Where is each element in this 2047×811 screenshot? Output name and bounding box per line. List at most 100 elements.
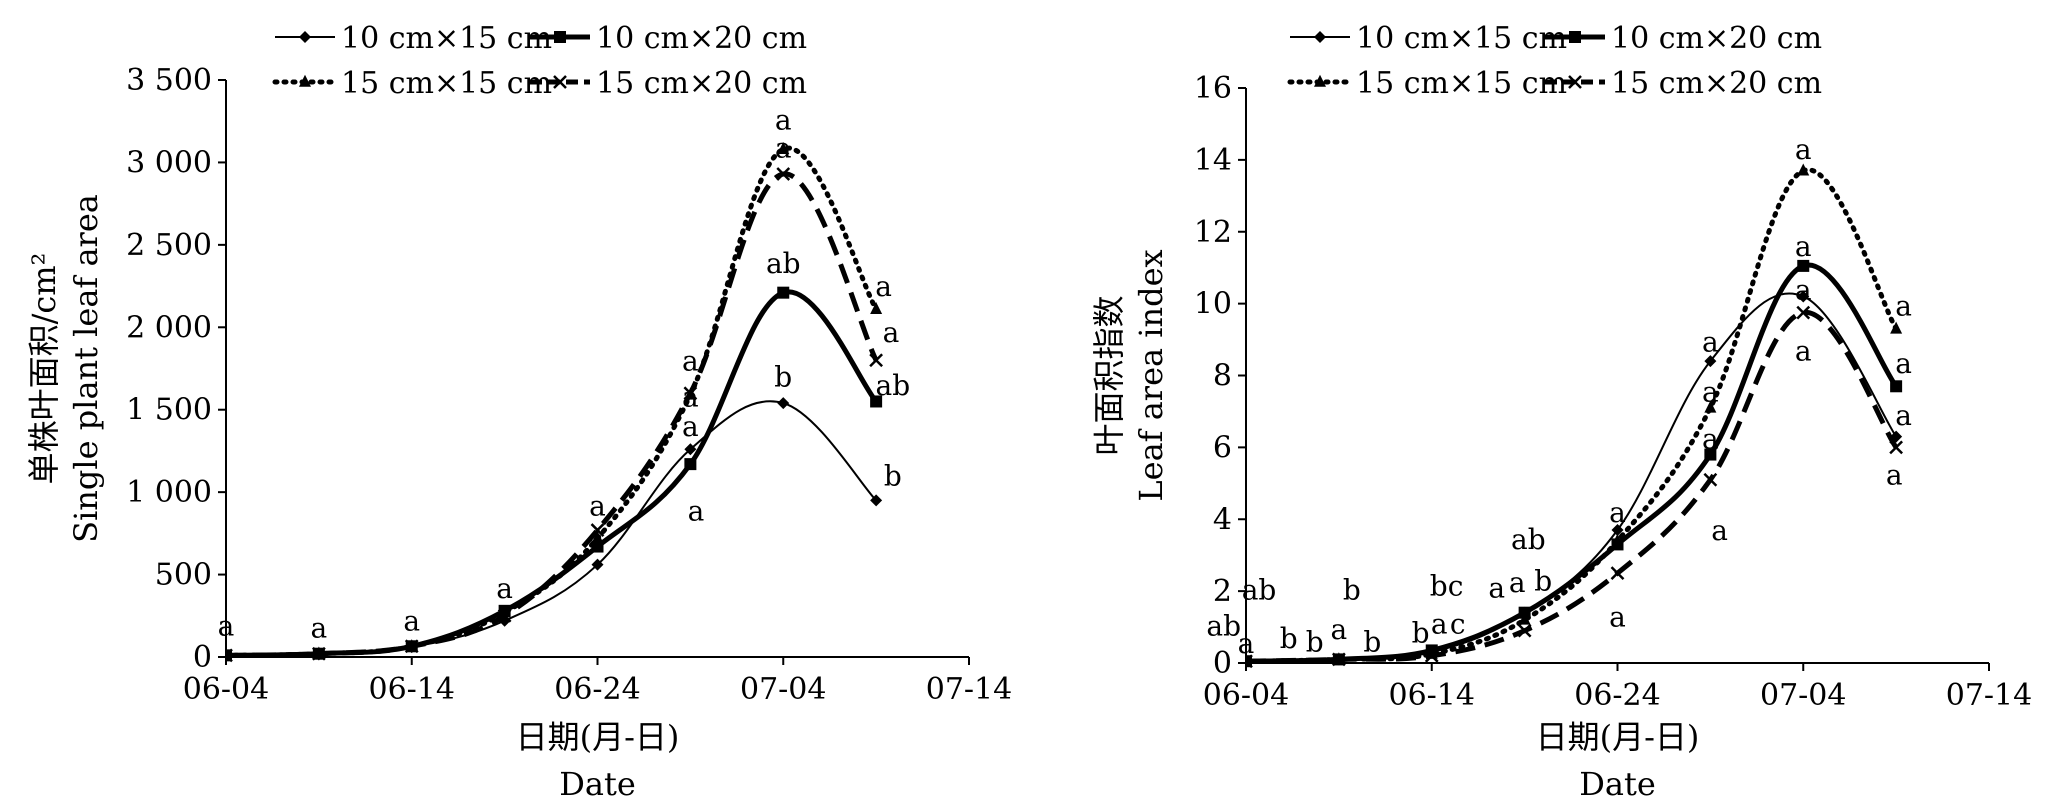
y-tick-label: 3 000 (126, 145, 212, 180)
y-tick-label: 8 (1213, 359, 1232, 394)
legend-marker-2 (1314, 74, 1326, 87)
data-point-s1 (1797, 259, 1810, 272)
data-point-s3 (683, 386, 698, 401)
significance-label: b (1363, 625, 1381, 658)
data-point-s3 (1703, 472, 1718, 487)
legend-marker-1 (554, 31, 566, 43)
significance-label: b (1306, 625, 1324, 658)
plot-area (1246, 163, 1904, 669)
data-point-s0 (591, 558, 604, 571)
x-axis-title-en: Date (559, 765, 636, 803)
data-point-s2 (591, 531, 604, 544)
data-point-s3-stroke-b (1796, 305, 1811, 320)
legend-item-3: 15 cm×20 cm (1545, 66, 1822, 101)
y-tick-label: 6 (1213, 430, 1232, 465)
significance-label: b (1343, 573, 1361, 606)
legend-label-3: 15 cm×20 cm (1611, 66, 1822, 101)
legend-marker-3 (1568, 75, 1582, 89)
significance-label: ab (1242, 573, 1277, 606)
significance-label: a (1431, 607, 1448, 640)
legend-label-0: 10 cm×15 cm (1356, 21, 1567, 56)
significance-label: ab (1206, 609, 1241, 642)
chart-left-panel: 0 500 1 000 1 500 2 000 2 500 3 000 3 500 06-04 0… (25, 21, 1012, 803)
y-tick-label: 4 (1213, 502, 1232, 537)
data-point-s2 (777, 142, 790, 155)
data-point-s3-stroke-b (1517, 623, 1532, 638)
data-point-s3-stroke-b (1246, 654, 1253, 663)
significance-label: b (774, 361, 792, 394)
x-axis-title: 日期(月-日) (1536, 718, 1700, 756)
significance-label: a (1795, 334, 1812, 367)
data-point-s3-stroke-a (1246, 659, 1253, 669)
data-point-s3 (497, 608, 512, 623)
significance-label: a (1795, 273, 1812, 306)
y-axis-title: 单株叶面积/cm² (25, 253, 63, 485)
legend-item-2: 15 cm×15 cm (1287, 66, 1567, 101)
data-point-s2 (1797, 163, 1810, 176)
data-point-s3 (869, 353, 884, 368)
data-point-s0 (777, 397, 790, 410)
legend-label-2: 15 cm×15 cm (341, 66, 552, 101)
data-point-s3-stroke-b (683, 386, 698, 401)
data-point-s0 (684, 443, 697, 456)
significance-label: bc (1430, 570, 1464, 603)
significance-label: a (682, 344, 699, 377)
significance-label: a (883, 316, 900, 349)
legend-item-0: 10 cm×15 cm (275, 21, 552, 56)
data-point-s3 (1796, 305, 1811, 320)
significance-label: a (1609, 600, 1626, 633)
legend-label-3: 15 cm×20 cm (596, 66, 807, 101)
significance-label: a (1331, 613, 1348, 646)
significance-label: a (682, 410, 699, 443)
significance-label: a (589, 489, 606, 522)
legend-marker-3 (553, 75, 567, 89)
data-point-s3 (311, 646, 326, 661)
plot-area (226, 142, 884, 663)
y-tick-label: 2 (1213, 574, 1232, 609)
significance-label: ab (1511, 523, 1546, 556)
data-point-s1 (684, 458, 697, 471)
data-point-s3 (1889, 440, 1904, 455)
significance-label: a (496, 572, 513, 605)
significance-label: a (688, 494, 705, 527)
x-tick-label: 06-14 (1389, 678, 1475, 713)
legend-marker-2 (299, 74, 311, 87)
significance-label: ab (766, 247, 801, 280)
y-tick-label: 0 (1213, 646, 1232, 681)
data-point-s3 (1517, 623, 1532, 638)
data-point-s3-stroke-b (1331, 652, 1346, 667)
significance-label: a (1795, 133, 1812, 166)
significance-label: b (1534, 564, 1552, 597)
significance-label: a (1895, 399, 1912, 432)
significance-label: a (1702, 422, 1719, 455)
data-point-s3-stroke-b (497, 608, 512, 623)
legend-label-0: 10 cm×15 cm (341, 21, 552, 56)
x-tick-label: 07-14 (1946, 678, 2032, 713)
significance-label: a (311, 611, 328, 644)
legend-marker-1 (1569, 31, 1581, 43)
data-point-s3 (1246, 654, 1253, 669)
data-point-s3 (1424, 648, 1439, 663)
y-tick-label: 16 (1194, 71, 1232, 106)
legend-label-1: 10 cm×20 cm (1611, 21, 1822, 56)
series-line-1 (226, 289, 879, 658)
significance-label: a (682, 381, 699, 414)
significance-label: ab (876, 369, 911, 402)
data-point-s1 (777, 286, 790, 299)
significance-label: a (1238, 627, 1255, 660)
data-point-s3 (1610, 566, 1625, 581)
legend-item-2: 15 cm×15 cm (272, 66, 552, 101)
data-point-s3-stroke-b (1703, 472, 1718, 487)
data-point-s0 (1611, 524, 1624, 537)
legend-item-1: 10 cm×20 cm (530, 21, 807, 56)
chart-right-panel: 0 2 4 6 8 10 12 14 16 06-04 06-14 06-24 07-04 07-14 日期… (1090, 21, 2032, 803)
significance-label: b (1280, 622, 1298, 655)
data-point-s3-stroke-b (404, 639, 419, 654)
y-tick-label: 12 (1194, 215, 1232, 250)
legend-marker-0 (299, 31, 311, 43)
data-point-s0 (1704, 355, 1717, 368)
legend-label-2: 15 cm×15 cm (1356, 66, 1567, 101)
data-point-s2 (870, 301, 883, 314)
x-tick-label: 06-04 (1203, 678, 1289, 713)
x-tick-label: 06-24 (1574, 678, 1660, 713)
